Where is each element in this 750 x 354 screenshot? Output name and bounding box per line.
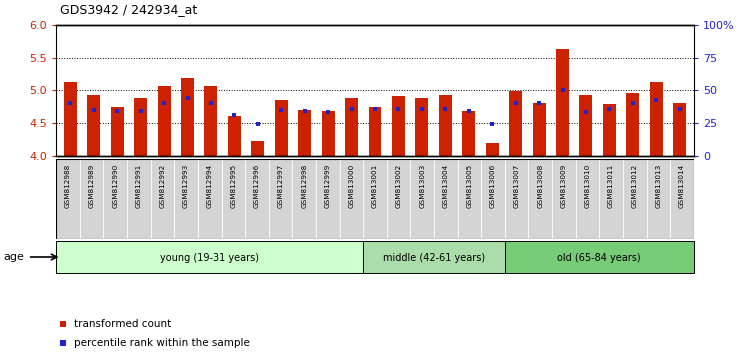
Bar <box>650 82 663 156</box>
Text: middle (42-61 years): middle (42-61 years) <box>383 253 485 263</box>
Bar <box>268 159 292 239</box>
Text: GSM812991: GSM812991 <box>136 163 142 207</box>
Bar <box>340 159 363 239</box>
Bar <box>392 96 405 156</box>
Bar <box>316 159 340 239</box>
Bar <box>646 159 670 239</box>
Bar <box>462 110 476 156</box>
Text: GSM812995: GSM812995 <box>230 163 236 207</box>
Text: GSM813013: GSM813013 <box>656 163 662 207</box>
Bar <box>363 241 505 273</box>
Bar <box>552 159 576 239</box>
Bar <box>368 107 382 156</box>
Bar <box>111 107 124 156</box>
Bar <box>151 159 174 239</box>
Bar <box>580 95 592 156</box>
Bar <box>80 159 104 239</box>
Text: old (65-84 years): old (65-84 years) <box>557 253 641 263</box>
Bar <box>505 159 529 239</box>
Bar <box>458 159 482 239</box>
Bar <box>482 159 505 239</box>
Text: GSM812997: GSM812997 <box>278 163 284 207</box>
Bar <box>670 159 694 239</box>
Text: GSM813006: GSM813006 <box>490 163 496 207</box>
Bar <box>410 159 434 239</box>
Text: GSM812992: GSM812992 <box>160 163 166 207</box>
Text: GSM813010: GSM813010 <box>584 163 590 207</box>
Text: GDS3942 / 242934_at: GDS3942 / 242934_at <box>60 3 197 16</box>
Bar <box>556 49 569 156</box>
Text: GSM813003: GSM813003 <box>419 163 425 207</box>
Bar <box>363 159 387 239</box>
Bar <box>345 98 358 156</box>
Bar <box>486 143 499 156</box>
Text: GSM813001: GSM813001 <box>372 163 378 207</box>
Bar <box>599 159 623 239</box>
Text: GSM813002: GSM813002 <box>395 163 401 207</box>
Text: young (19-31 years): young (19-31 years) <box>160 253 260 263</box>
Bar <box>292 159 316 239</box>
Bar <box>87 95 100 156</box>
Bar <box>228 116 241 156</box>
Text: GSM813008: GSM813008 <box>537 163 543 207</box>
Text: GSM813012: GSM813012 <box>632 163 638 207</box>
Bar <box>387 159 410 239</box>
Bar <box>64 82 76 156</box>
Bar <box>623 159 646 239</box>
Text: GSM813011: GSM813011 <box>608 163 614 207</box>
Bar <box>274 100 288 156</box>
Bar <box>298 110 311 156</box>
Bar <box>251 141 264 156</box>
Bar <box>56 241 363 273</box>
Bar <box>127 159 151 239</box>
Text: age: age <box>4 252 25 262</box>
Text: GSM813005: GSM813005 <box>466 163 472 207</box>
Text: GSM813009: GSM813009 <box>561 163 567 207</box>
Bar <box>322 111 334 156</box>
Bar <box>434 159 457 239</box>
Bar <box>56 159 80 239</box>
Bar <box>205 86 218 156</box>
Bar <box>576 159 599 239</box>
Text: GSM813007: GSM813007 <box>514 163 520 207</box>
Text: GSM812994: GSM812994 <box>207 163 213 207</box>
Text: GSM812996: GSM812996 <box>254 163 260 207</box>
Text: GSM812999: GSM812999 <box>325 163 331 207</box>
Text: GSM813004: GSM813004 <box>442 163 448 207</box>
Bar <box>104 159 127 239</box>
Bar <box>181 78 194 156</box>
Bar <box>174 159 198 239</box>
Bar <box>505 241 694 273</box>
Bar <box>532 103 545 156</box>
Text: GSM813000: GSM813000 <box>349 163 355 207</box>
Bar <box>221 159 245 239</box>
Bar <box>416 98 428 156</box>
Text: GSM812988: GSM812988 <box>65 163 71 207</box>
Text: transformed count: transformed count <box>74 319 171 329</box>
Text: GSM812998: GSM812998 <box>302 163 307 207</box>
Text: GSM812989: GSM812989 <box>88 163 94 207</box>
Text: GSM812990: GSM812990 <box>112 163 118 207</box>
Text: GSM812993: GSM812993 <box>183 163 189 207</box>
Bar <box>509 91 522 156</box>
Bar <box>603 104 616 156</box>
Text: GSM813014: GSM813014 <box>679 163 685 207</box>
Bar <box>245 159 268 239</box>
Bar <box>158 86 170 156</box>
Bar <box>198 159 221 239</box>
Bar <box>134 98 147 156</box>
Bar <box>439 95 452 156</box>
Bar <box>56 159 694 239</box>
Bar <box>674 103 686 156</box>
Bar <box>529 159 552 239</box>
Text: percentile rank within the sample: percentile rank within the sample <box>74 338 250 348</box>
Bar <box>626 93 639 156</box>
